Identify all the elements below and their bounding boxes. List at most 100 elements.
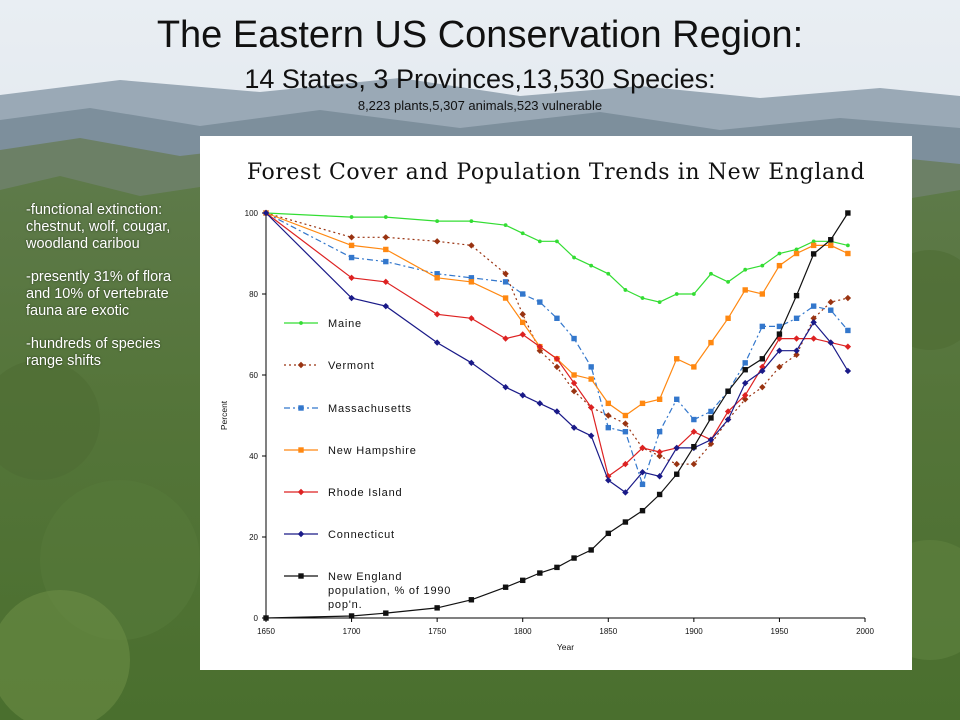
data-point	[555, 239, 559, 244]
x-tick-label: 1650	[257, 627, 275, 636]
data-point	[811, 239, 816, 244]
legend-label: Vermont	[328, 360, 375, 372]
data-point	[844, 343, 852, 350]
legend-swatch-marker	[297, 530, 305, 538]
data-point	[469, 219, 474, 223]
legend-swatch-marker	[298, 447, 304, 453]
data-point	[520, 577, 526, 584]
data-point	[468, 315, 475, 322]
data-point	[691, 416, 697, 423]
data-point	[639, 444, 646, 452]
data-point	[502, 279, 509, 285]
series-line-1	[265, 212, 849, 465]
data-point	[793, 292, 800, 299]
data-point	[759, 367, 766, 375]
data-point	[554, 315, 560, 321]
legend-label: Connecticut	[328, 529, 395, 541]
legend-label: New Hampshire	[328, 445, 417, 457]
data-point	[383, 610, 389, 616]
legend-label: Massachusetts	[328, 403, 412, 415]
data-point	[622, 519, 629, 525]
data-point	[793, 351, 800, 358]
y-tick-label: 20	[249, 533, 258, 542]
data-point	[502, 584, 509, 590]
data-point	[468, 359, 475, 367]
data-point	[759, 323, 766, 330]
data-point	[759, 363, 766, 371]
legend-label: New England	[328, 571, 402, 583]
data-point	[348, 242, 355, 249]
data-point	[760, 263, 765, 268]
note-exotic: -presently 31% of flora and 10% of verte…	[26, 269, 172, 319]
data-point	[759, 356, 766, 362]
legend-label: population, % of 1990	[328, 585, 451, 597]
data-point	[810, 242, 817, 249]
series-line-4	[265, 212, 849, 478]
data-point	[383, 215, 388, 219]
data-point	[622, 460, 629, 468]
side-notes: -functional extinction: chestnut, wolf, …	[26, 202, 176, 386]
data-point	[623, 288, 628, 292]
data-point	[553, 408, 561, 415]
data-point	[605, 400, 611, 407]
data-point	[554, 564, 560, 571]
data-point	[383, 246, 389, 253]
data-point	[742, 379, 749, 387]
data-point	[537, 239, 542, 244]
data-point	[589, 263, 594, 268]
chart-title: Forest Cover and Population Trends in Ne…	[247, 160, 865, 185]
data-point	[520, 291, 526, 297]
data-point	[708, 415, 714, 421]
data-point	[588, 547, 594, 553]
data-point	[708, 339, 714, 346]
y-tick-label: 40	[249, 452, 258, 461]
data-point	[743, 267, 748, 272]
series-line-6	[265, 212, 849, 619]
data-point	[537, 570, 543, 576]
y-tick-label: 80	[249, 290, 258, 299]
data-point	[759, 291, 766, 297]
x-axis-label: Year	[557, 642, 574, 652]
data-point	[502, 270, 509, 277]
data-point	[810, 315, 817, 322]
data-point	[810, 335, 817, 342]
slide-subtitle: 14 States, 3 Provinces,13,530 Species:	[244, 64, 716, 94]
data-point	[724, 408, 732, 415]
data-point	[793, 250, 800, 257]
data-point	[588, 376, 594, 382]
data-point	[502, 335, 509, 342]
data-point	[708, 408, 714, 415]
data-point	[382, 278, 389, 286]
data-point	[348, 613, 355, 619]
data-point	[674, 396, 680, 402]
data-point	[793, 335, 800, 342]
data-point	[435, 219, 440, 223]
data-point	[828, 242, 834, 249]
data-point	[605, 412, 612, 419]
data-point	[845, 210, 851, 216]
legend-swatch-marker	[297, 488, 305, 496]
data-point	[656, 491, 663, 498]
data-point	[742, 360, 748, 366]
data-point	[674, 471, 680, 477]
data-point	[707, 440, 715, 448]
data-point	[468, 279, 475, 285]
data-point	[606, 271, 611, 276]
data-point	[640, 296, 645, 300]
data-point	[468, 275, 475, 281]
x-tick-label: 2000	[856, 627, 874, 636]
y-tick-label: 100	[245, 209, 259, 218]
data-point	[725, 388, 731, 394]
data-point	[793, 347, 800, 354]
data-point	[691, 443, 697, 450]
data-point	[656, 429, 663, 435]
data-point	[519, 311, 526, 318]
data-point	[383, 258, 389, 265]
data-point	[709, 271, 713, 276]
legend-swatch-marker	[298, 573, 304, 579]
data-point	[519, 392, 526, 399]
data-point	[433, 311, 441, 318]
data-point	[828, 237, 834, 243]
series-line-5	[265, 212, 849, 494]
data-point	[810, 319, 817, 326]
